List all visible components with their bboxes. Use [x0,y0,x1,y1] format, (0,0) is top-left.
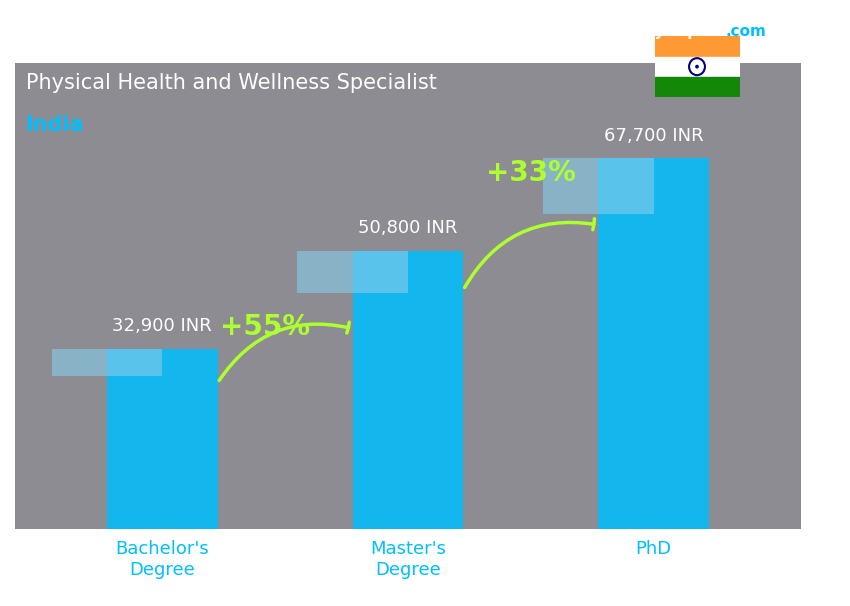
Text: 50,800 INR: 50,800 INR [359,219,457,237]
Text: +33%: +33% [486,159,575,187]
Text: India: India [26,115,84,135]
Text: Average Monthly Salary: Average Monthly Salary [818,228,831,378]
Bar [543,158,654,214]
Bar [107,349,218,529]
Text: explorer: explorer [667,24,740,39]
Bar [298,251,408,293]
Bar [353,251,463,529]
Bar [654,56,740,77]
Bar [598,158,709,529]
Text: 32,900 INR: 32,900 INR [112,317,212,335]
Text: salary: salary [612,24,665,39]
Text: Salary Comparison By Education: Salary Comparison By Education [26,24,582,53]
Bar [52,349,162,376]
Text: 67,700 INR: 67,700 INR [604,127,704,144]
Text: +55%: +55% [220,313,310,341]
Text: .com: .com [725,24,766,39]
Circle shape [696,65,698,68]
Text: Physical Health and Wellness Specialist: Physical Health and Wellness Specialist [26,73,436,93]
Bar [654,36,740,56]
Bar [654,77,740,97]
